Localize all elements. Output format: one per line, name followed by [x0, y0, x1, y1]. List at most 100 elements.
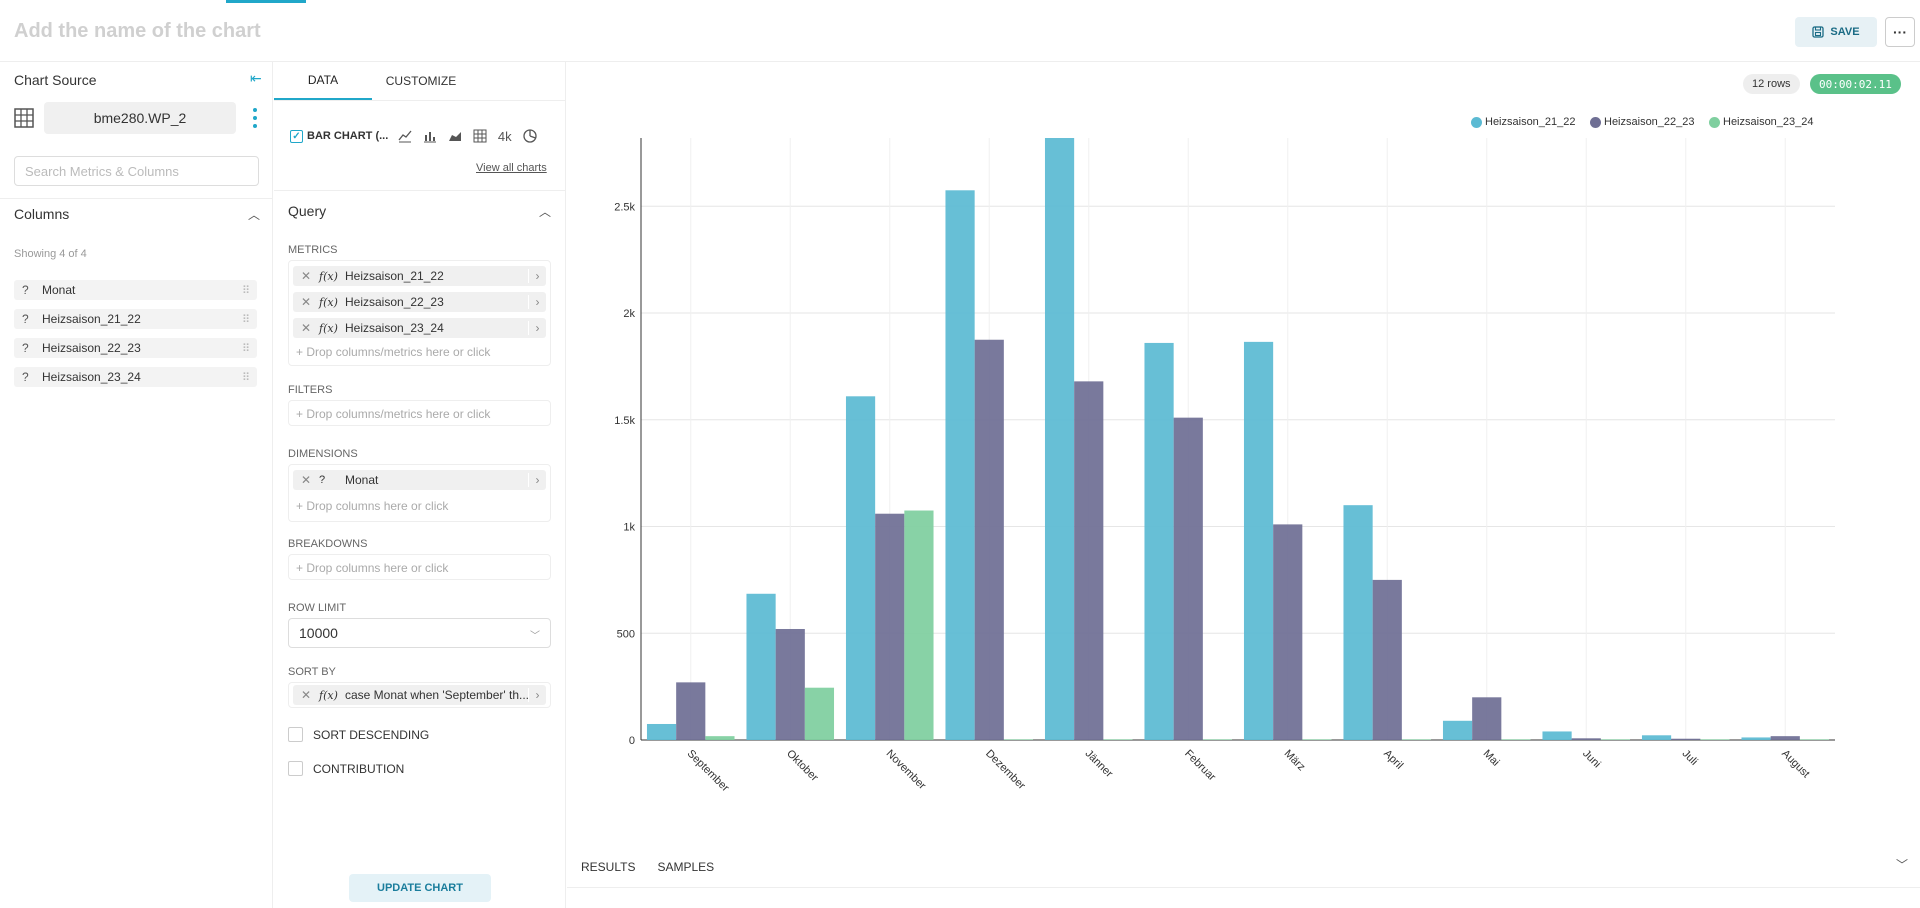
string-type-icon: ?: [319, 474, 326, 486]
breakdowns-drop-zone[interactable]: + Drop columns here or click: [296, 561, 449, 575]
legend-item[interactable]: Heizsaison_23_24: [1709, 116, 1814, 128]
view-all-charts-link[interactable]: View all charts: [476, 162, 547, 174]
drag-handle-icon[interactable]: ⠿: [241, 284, 250, 297]
bar: [1600, 739, 1631, 740]
big-number-icon[interactable]: 4k: [497, 128, 512, 144]
x-tick-label: März: [1282, 748, 1308, 774]
chevron-up-icon[interactable]: ︿: [539, 205, 552, 219]
remove-icon[interactable]: ✕: [300, 295, 312, 309]
remove-icon[interactable]: ✕: [300, 473, 312, 487]
column-name: Heizsaison_22_23: [42, 341, 141, 355]
viz-type-selected[interactable]: ✓ BAR CHART (...: [290, 129, 388, 143]
control-panel: DATA CUSTOMIZE ✓ BAR CHART (... 4k View …: [274, 62, 566, 908]
function-icon: f(x): [319, 269, 338, 283]
function-icon: f(x): [319, 321, 338, 335]
tab-samples[interactable]: SAMPLES: [657, 860, 715, 874]
query-section-title[interactable]: Query: [288, 203, 327, 219]
column-name: Heizsaison_21_22: [42, 312, 141, 326]
table-chart-icon[interactable]: [471, 128, 488, 145]
bar: [1103, 739, 1133, 740]
results-tabs: RESULTS SAMPLES: [581, 860, 714, 874]
metrics-drop-zone[interactable]: + Drop columns/metrics here or click: [296, 345, 491, 359]
column-item[interactable]: ? Heizsaison_21_22 ⠿: [14, 309, 257, 329]
drag-handle-icon[interactable]: ⠿: [241, 342, 250, 355]
check-icon: ✓: [290, 129, 303, 143]
bar: [1243, 341, 1274, 740]
bar: [1003, 739, 1034, 740]
tab-customize[interactable]: CUSTOMIZE: [385, 74, 457, 88]
y-tick-label: 2k: [623, 308, 635, 320]
legend-swatch: [1590, 116, 1601, 128]
sort-by-label: SORT BY: [288, 666, 336, 678]
bar: [1542, 731, 1572, 740]
showing-count: Showing 4 of 4: [14, 248, 87, 260]
header: Add the name of the chart SAVE ···: [0, 0, 1920, 62]
pie-chart-icon[interactable]: [521, 128, 538, 145]
dimensions-drop-zone[interactable]: + Drop columns here or click: [296, 499, 449, 513]
active-tab-indicator: [226, 0, 306, 3]
more-options-button[interactable]: ···: [1885, 17, 1915, 47]
chevron-right-icon[interactable]: ›: [528, 321, 546, 335]
drag-handle-icon[interactable]: ⠿: [241, 313, 250, 326]
x-tick-label: Oktober: [784, 748, 820, 784]
dimensions-box: [288, 464, 551, 522]
remove-icon[interactable]: ✕: [300, 321, 312, 335]
update-chart-button[interactable]: UPDATE CHART: [349, 874, 491, 902]
datasource-menu-icon[interactable]: [248, 106, 262, 130]
checkbox[interactable]: [288, 727, 303, 742]
chevron-right-icon[interactable]: ›: [528, 688, 546, 702]
filters-drop-zone[interactable]: + Drop columns/metrics here or click: [296, 407, 491, 421]
area-chart-icon[interactable]: [446, 128, 463, 145]
x-tick-label: Dezember: [983, 748, 1028, 793]
tab-results[interactable]: RESULTS: [581, 860, 636, 874]
search-metrics-input[interactable]: [14, 156, 259, 186]
legend-item[interactable]: Heizsaison_22_23: [1590, 116, 1695, 128]
row-limit-select[interactable]: 10000 ﹀: [288, 618, 551, 648]
checkbox[interactable]: [288, 761, 303, 776]
column-item[interactable]: ? Heizsaison_22_23 ⠿: [14, 338, 257, 358]
sort-by-pill[interactable]: ✕ f(x) case Monat when 'September' th...…: [293, 685, 546, 705]
metric-pill[interactable]: ✕ f(x) Heizsaison_23_24 ›: [293, 318, 546, 338]
bar: [804, 687, 835, 740]
collapse-panel-icon[interactable]: ⇤: [250, 70, 262, 86]
chart-name-input[interactable]: Add the name of the chart: [14, 20, 261, 42]
filters-label: FILTERS: [288, 384, 333, 396]
metric-pill[interactable]: ✕ f(x) Heizsaison_22_23 ›: [293, 292, 546, 312]
metric-pill[interactable]: ✕ f(x) Heizsaison_21_22 ›: [293, 266, 546, 286]
drag-handle-icon[interactable]: ⠿: [241, 371, 250, 384]
dimension-name: Monat: [345, 473, 379, 487]
bar: [1671, 738, 1701, 740]
legend-swatch: [1471, 116, 1482, 128]
bar: [875, 513, 905, 740]
dimension-pill[interactable]: ✕ ? Monat ›: [293, 470, 546, 490]
bar-chart: 0 500 1k 1.5k 2k 2.5k September Oktober November…: [614, 138, 1835, 794]
tab-data[interactable]: DATA: [274, 62, 372, 100]
remove-icon[interactable]: ✕: [300, 688, 312, 702]
chevron-right-icon[interactable]: ›: [528, 269, 546, 283]
column-item[interactable]: ? Monat ⠿: [14, 280, 257, 300]
datasource-name[interactable]: bme280.WP_2: [44, 102, 236, 134]
chevron-up-icon[interactable]: ︿: [248, 208, 261, 222]
legend-item[interactable]: Heizsaison_21_22: [1471, 116, 1576, 128]
bar: [1343, 505, 1373, 740]
chevron-right-icon[interactable]: ›: [528, 473, 546, 487]
x-tick-label: Februar: [1182, 748, 1218, 784]
column-name: Monat: [42, 283, 76, 297]
columns-title[interactable]: Columns: [14, 206, 70, 222]
contribution-checkbox[interactable]: CONTRIBUTION: [288, 761, 404, 776]
save-icon: [1812, 26, 1825, 38]
chevron-down-icon[interactable]: ﹀: [1896, 858, 1909, 872]
save-button[interactable]: SAVE: [1795, 17, 1877, 47]
bar: [1044, 138, 1075, 740]
bar: [1741, 737, 1771, 740]
column-name: Heizsaison_23_24: [42, 370, 141, 384]
chevron-right-icon[interactable]: ›: [528, 295, 546, 309]
x-tick-label: Juli: [1680, 748, 1700, 768]
bar: [1799, 739, 1830, 740]
bar-chart-icon[interactable]: [421, 128, 438, 145]
remove-icon[interactable]: ✕: [300, 269, 312, 283]
bar: [1501, 739, 1531, 740]
column-item[interactable]: ? Heizsaison_23_24 ⠿: [14, 367, 257, 387]
sort-descending-checkbox[interactable]: SORT DESCENDING: [288, 727, 429, 742]
line-chart-icon[interactable]: [396, 128, 413, 145]
